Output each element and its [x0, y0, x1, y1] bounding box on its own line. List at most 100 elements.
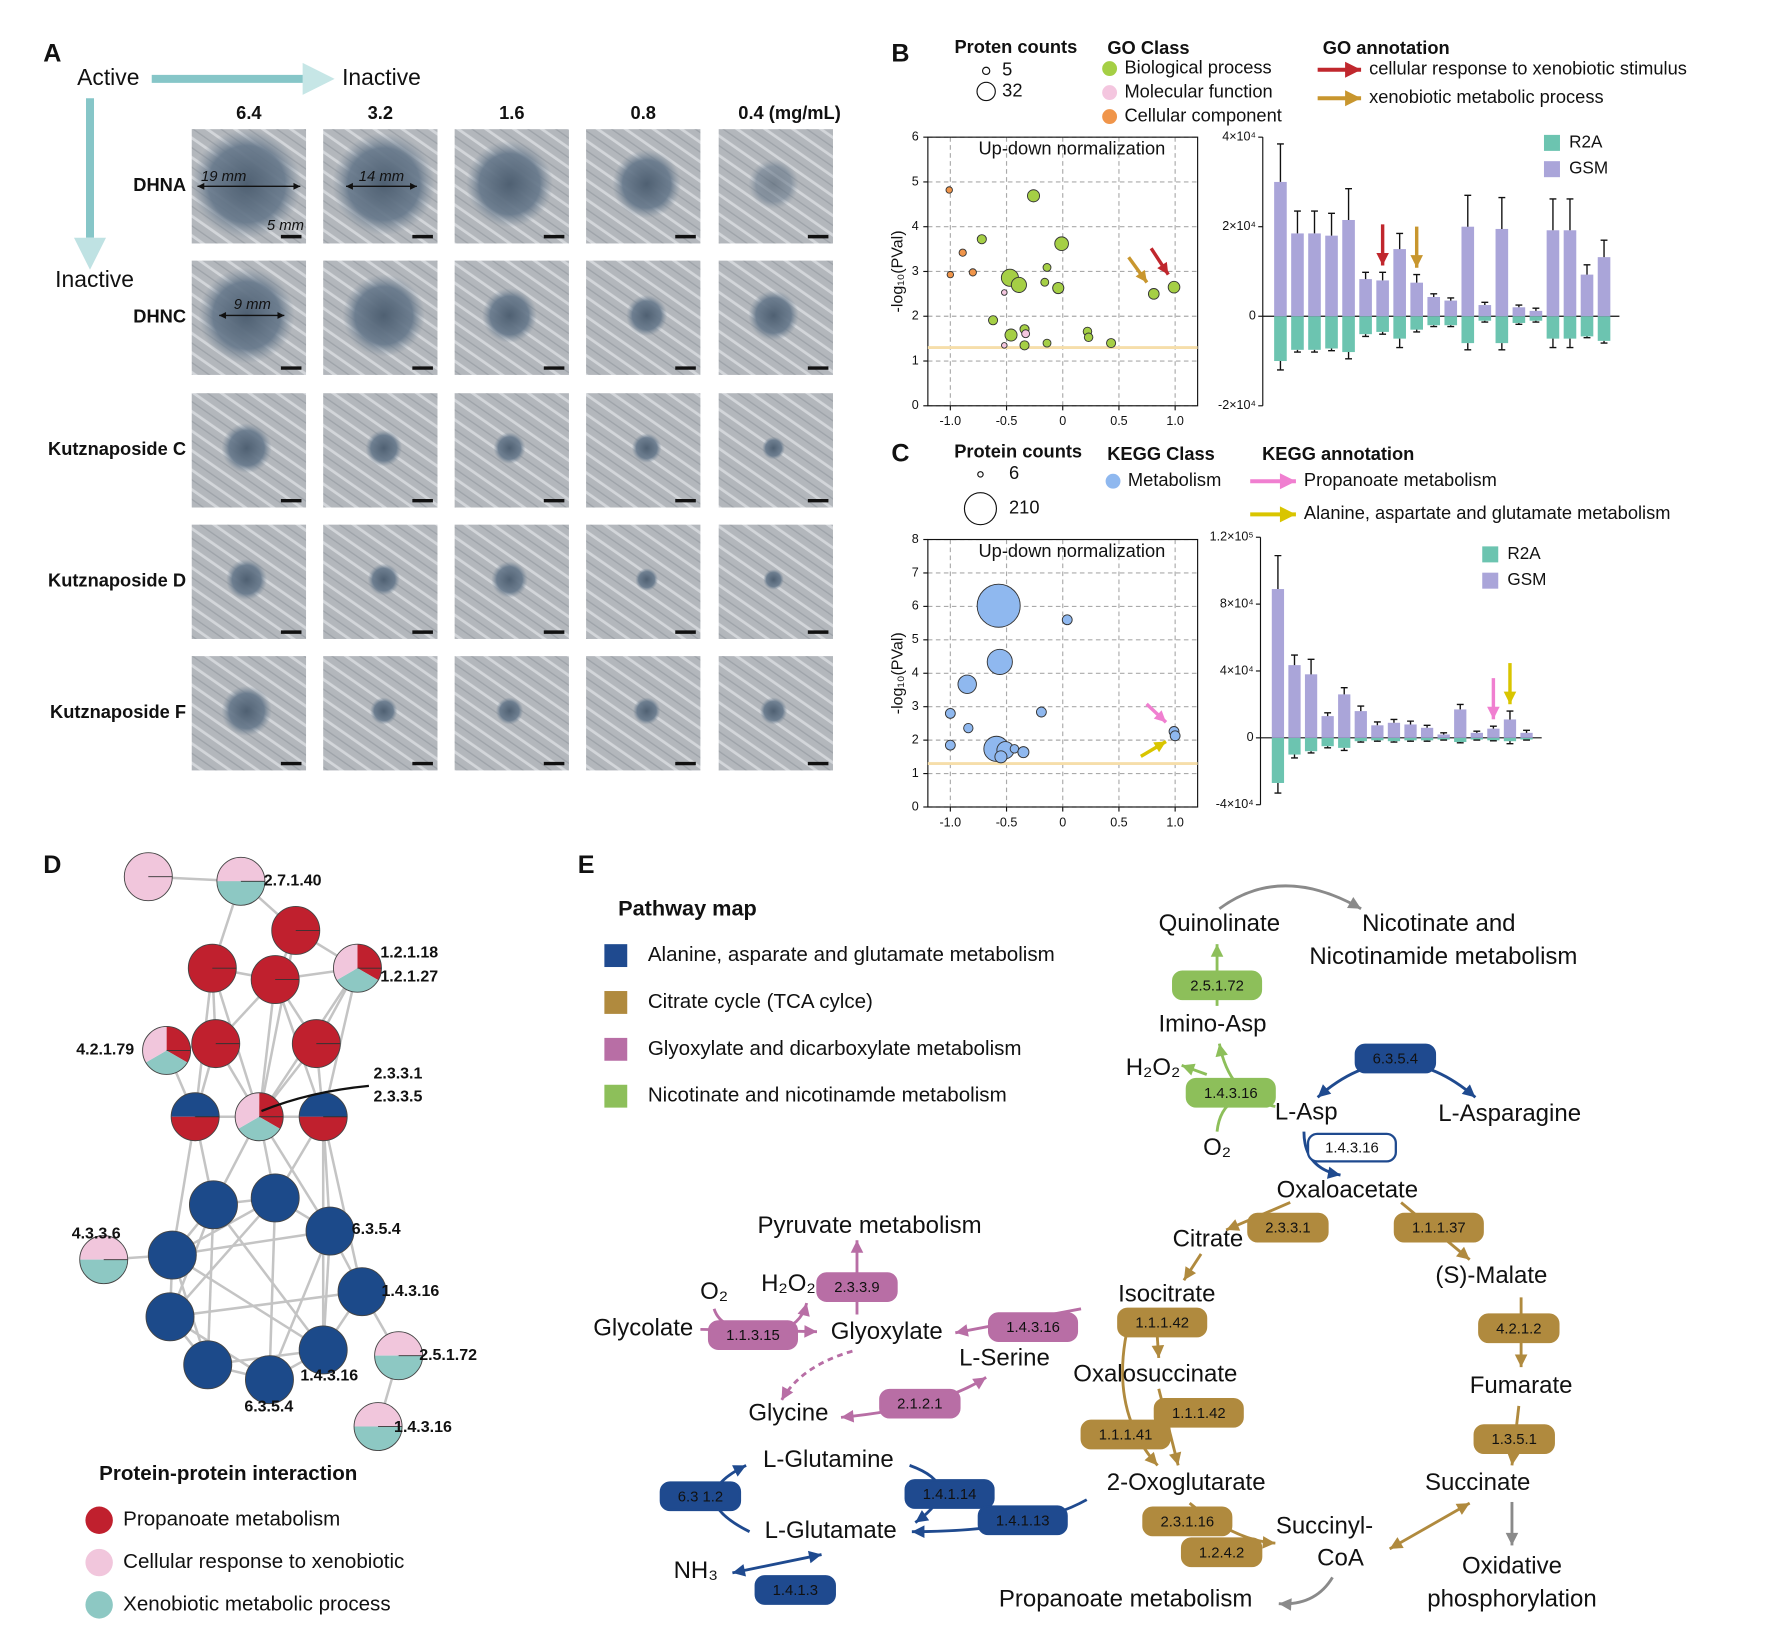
bar [1478, 305, 1492, 317]
bar [1304, 674, 1318, 738]
protein-node [338, 1267, 387, 1316]
arrow-head [972, 1377, 987, 1390]
bar [1271, 737, 1285, 783]
bubble [944, 739, 956, 751]
node-label: 1.4.3.16 [394, 1419, 452, 1436]
bubble [1021, 329, 1031, 339]
node-sector [145, 1050, 188, 1075]
arrow-head [1345, 90, 1362, 107]
bar [1410, 316, 1423, 330]
metabolite: Oxaloacetate [1277, 1176, 1418, 1203]
metabolite: CoA [1317, 1544, 1364, 1571]
error-bar [1532, 307, 1540, 311]
y-tick-label: 4×10⁴ [1222, 129, 1256, 143]
error-bar [1566, 198, 1574, 231]
legend-label: Biological process [1124, 56, 1271, 77]
node-sector [374, 1355, 423, 1380]
enzyme-box [1478, 1313, 1560, 1344]
legend-swatch [604, 1037, 628, 1061]
bar [1404, 724, 1417, 738]
node-outline [305, 1206, 355, 1256]
compound-label: Kutznaposide D [48, 570, 186, 591]
bubble [1169, 730, 1181, 742]
interaction-edge [169, 1290, 363, 1319]
x-tick-label: 0 [1059, 414, 1066, 428]
error-bar [1407, 720, 1414, 725]
y-tick-label: 0 [912, 398, 919, 412]
inhibition-zone [762, 436, 785, 460]
node-sector [166, 1026, 191, 1063]
bar [1354, 711, 1367, 738]
legend-label: GSM [1507, 569, 1546, 589]
enzyme-box [659, 1481, 742, 1512]
y-tick-label: 5 [912, 174, 919, 188]
error-bar [1379, 331, 1387, 335]
bubble [1167, 280, 1181, 294]
arrow-head [1389, 1537, 1404, 1549]
bar [1274, 316, 1287, 362]
protein-node [251, 1173, 300, 1222]
bar [1520, 737, 1533, 740]
node-sector [238, 1116, 280, 1141]
error-bar [1447, 325, 1455, 328]
error-bar [1456, 703, 1464, 710]
error-bar [1515, 322, 1523, 325]
bubble [1042, 263, 1052, 272]
enzyme-box [1172, 970, 1263, 1001]
bar [1393, 249, 1406, 317]
metabolite: Glycolate [593, 1315, 693, 1342]
node-outline [188, 1180, 238, 1230]
legend-label: Nicotinate and nicotinamde metabolism [648, 1084, 1007, 1107]
bubble [1083, 332, 1094, 343]
size-key-label: 32 [1002, 79, 1022, 100]
bar [1304, 737, 1318, 752]
error-bar [1447, 297, 1455, 301]
compound-label: DHNC [133, 306, 186, 327]
bar [1321, 737, 1334, 747]
error-bar [1362, 334, 1370, 338]
legend-label: Citrate cycle (TCA cylce) [648, 990, 873, 1013]
error-bar [1291, 754, 1298, 759]
arrow-head [1455, 1246, 1470, 1260]
bar [1288, 737, 1301, 755]
node-sector [354, 1402, 403, 1427]
error-bar [1473, 739, 1481, 741]
bar [1308, 316, 1321, 350]
error-bar [1362, 271, 1370, 280]
legend-label: Glyoxylate and dicarboxylate metabolism [648, 1037, 1022, 1060]
node-sector [354, 1426, 403, 1451]
panel-label: E [578, 851, 595, 879]
error-bar [1413, 329, 1421, 333]
y-tick-label: -4×10⁴ [1216, 797, 1254, 811]
panel-label: A [43, 40, 61, 68]
bar [1563, 230, 1577, 317]
metabolite: Succinyl- [1276, 1512, 1373, 1539]
bar [1512, 307, 1526, 317]
arrow-head [1144, 1451, 1158, 1466]
metabolite: phosphorylation [1427, 1586, 1596, 1613]
inhibition-zone [367, 563, 400, 596]
error-bar [1506, 741, 1514, 745]
inhibition-zone [635, 568, 659, 591]
legend-title: Pathway map [618, 896, 757, 921]
bar [1376, 316, 1389, 332]
inhibition-zone [482, 288, 537, 343]
enzyme-label: 2.3.3.9 [834, 1280, 879, 1296]
bar [1371, 737, 1384, 741]
enzyme-box [1247, 1212, 1329, 1243]
node-sector [216, 881, 265, 906]
error-bar [1549, 338, 1557, 349]
arrow-head [219, 312, 227, 319]
bubble [1106, 338, 1117, 349]
y-tick-label: 0 [1249, 309, 1256, 323]
arrow-head [1262, 1536, 1276, 1549]
x-tick-label: -1.0 [940, 815, 962, 829]
y-tick-label: 4×10⁴ [1220, 663, 1254, 677]
active-label: Active [77, 64, 139, 90]
node-label: 1.4.3.16 [381, 1283, 439, 1300]
node-sector [333, 944, 358, 981]
panel-label: D [43, 851, 61, 879]
node-label: 1.2.1.18 [380, 945, 438, 962]
bar [1597, 257, 1611, 317]
node-label: 4.2.1.79 [76, 1042, 134, 1059]
